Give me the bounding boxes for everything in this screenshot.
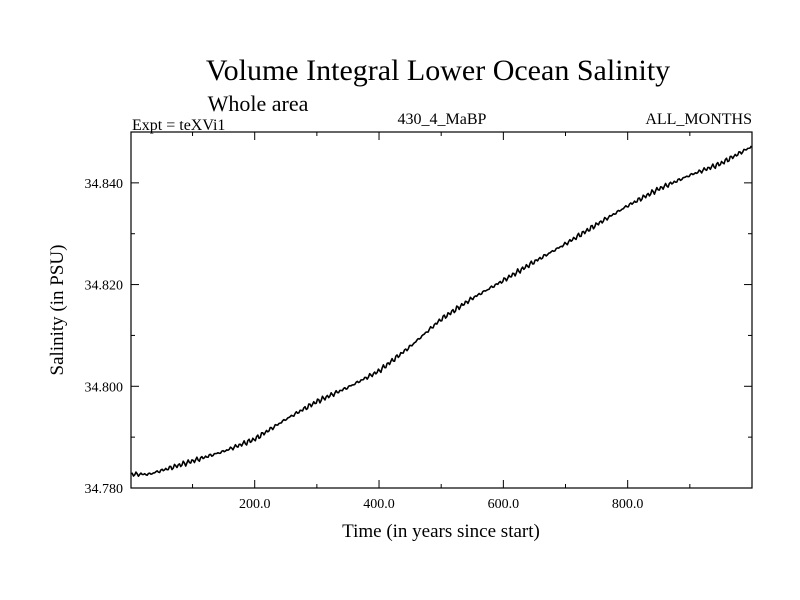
y-tick-label: 34.840 (85, 177, 124, 192)
experiment-label: Expt = teXVi1 (132, 117, 225, 134)
y-tick-label: 34.800 (85, 380, 124, 395)
y-tick-label: 34.780 (85, 482, 124, 497)
y-axis: 34.780 34.800 34.820 34.840 (85, 177, 752, 497)
x-tick-label: 600.0 (488, 497, 520, 512)
months-label: ALL_MONTHS (645, 111, 752, 128)
chart-subtitle: Whole area (208, 91, 309, 116)
x-axis: 200.0 400.0 600.0 800.0 (192, 132, 691, 512)
x-tick-label: 200.0 (239, 497, 271, 512)
y-tick-label: 34.820 (85, 279, 124, 294)
x-tick-label: 800.0 (612, 497, 644, 512)
run-label: 430_4_MaBP (398, 111, 487, 128)
plot-frame (130, 131, 753, 489)
x-axis-label: Time (in years since start) (342, 521, 540, 542)
y-axis-label: Salinity (in PSU) (47, 245, 68, 376)
chart-title: Volume Integral Lower Ocean Salinity (206, 54, 670, 87)
x-tick-label: 400.0 (363, 497, 395, 512)
series-line-salinity (130, 145, 753, 477)
